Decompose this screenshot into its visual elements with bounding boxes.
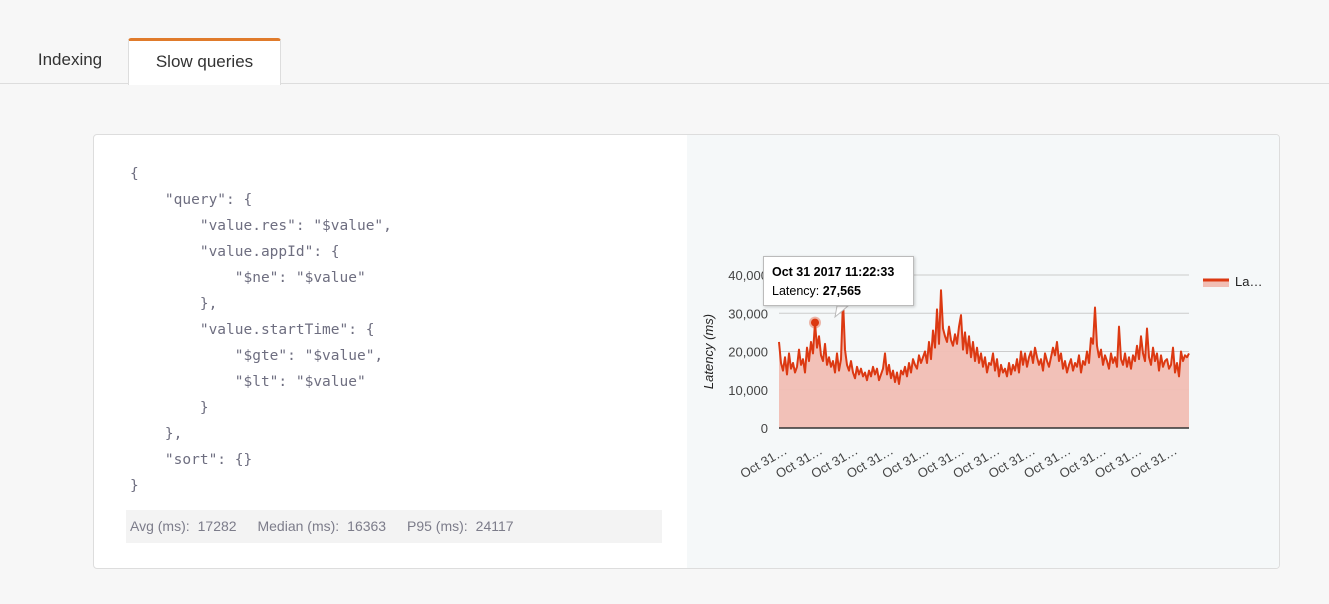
latency-area xyxy=(779,290,1189,428)
legend-swatch xyxy=(1203,280,1229,287)
tab-slow-queries[interactable]: Slow queries xyxy=(128,38,281,85)
y-tick-label: 20,000 xyxy=(728,345,768,360)
y-tick-label: 0 xyxy=(761,421,768,436)
latency-chart-pane: 0 10,000 20,000 30,000 40,000 Oct 31… Oct 31… O… xyxy=(687,135,1280,569)
query-stats-bar: Avg (ms): 17282 Median (ms): 16363 P95 (ms… xyxy=(126,510,662,543)
tab-indexing[interactable]: Indexing xyxy=(37,50,103,69)
median-label: Median (ms): xyxy=(257,518,340,534)
tooltip-value: 27,565 xyxy=(822,284,861,298)
avg-label: Avg (ms): xyxy=(130,518,190,534)
avg-value: 17282 xyxy=(197,518,237,534)
highlight-point xyxy=(811,318,819,327)
latency-line xyxy=(778,289,1190,386)
tab-bar: Indexing Slow queries xyxy=(0,0,1329,85)
tooltip-title: Oct 31 2017 11:22:33 xyxy=(772,265,895,279)
chart-tooltip: Oct 31 2017 11:22:33 Latency: 27,565 xyxy=(763,256,914,306)
p95-value: 24117 xyxy=(475,518,514,534)
slow-query-card: { "query": { "value.res": "$value", "val… xyxy=(93,134,1280,569)
p95-label: P95 (ms): xyxy=(406,518,468,534)
median-value: 16363 xyxy=(347,518,387,534)
y-tick-label: 40,000 xyxy=(728,268,768,283)
query-code-block: { "query": { "value.res": "$value", "val… xyxy=(130,166,392,494)
tooltip-series-label: Latency: xyxy=(772,284,820,298)
legend-label: La… xyxy=(1235,274,1262,289)
y-axis-label: Latency (ms) xyxy=(701,314,716,389)
y-tick-label: 30,000 xyxy=(728,306,768,321)
tooltip-pointer xyxy=(834,305,850,319)
tooltip-body: Latency: 27,565 xyxy=(772,282,913,301)
y-tick-label: 10,000 xyxy=(728,383,768,398)
